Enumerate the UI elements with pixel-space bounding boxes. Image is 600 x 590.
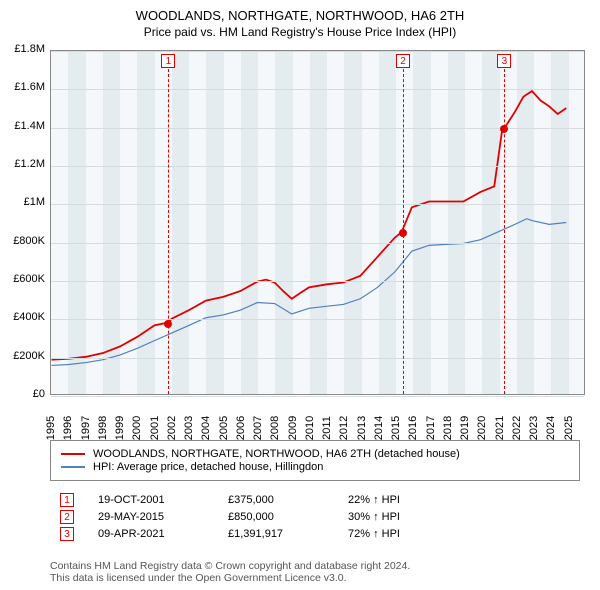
x-axis-label: 2004 (200, 413, 212, 443)
chart-container: WOODLANDS, NORTHGATE, NORTHWOOD, HA6 2TH… (0, 0, 600, 590)
x-axis-label: 2017 (425, 413, 437, 443)
y-axis-label: £1.8M (0, 43, 45, 55)
x-axis-label: 1997 (80, 413, 92, 443)
x-axis-label: 2006 (235, 413, 247, 443)
x-axis-label: 2024 (545, 413, 557, 443)
legend-row: WOODLANDS, NORTHGATE, NORTHWOOD, HA6 2TH… (61, 448, 569, 460)
x-axis-label: 2021 (494, 413, 506, 443)
x-axis-label: 2020 (476, 413, 488, 443)
y-axis-label: £200K (0, 350, 45, 362)
event-date: 19-OCT-2001 (98, 494, 228, 506)
y-axis-label: £1.6M (0, 81, 45, 93)
x-axis-label: 2018 (442, 413, 454, 443)
x-axis-label: 2022 (511, 413, 523, 443)
event-marker-box: 2 (60, 510, 74, 524)
x-axis-label: 2009 (287, 413, 299, 443)
x-axis-label: 2013 (356, 413, 368, 443)
legend-swatch (61, 453, 85, 455)
legend-row: HPI: Average price, detached house, Hill… (61, 461, 569, 473)
x-axis-label: 1998 (97, 413, 109, 443)
y-axis-label: £0 (0, 388, 45, 400)
series-line (52, 219, 567, 366)
x-axis-label: 2007 (252, 413, 264, 443)
event-date: 09-APR-2021 (98, 528, 228, 540)
footer-line-1: Contains HM Land Registry data © Crown c… (50, 560, 410, 572)
x-axis-label: 2023 (528, 413, 540, 443)
y-axis-label: £600K (0, 273, 45, 285)
y-axis-label: £1M (0, 196, 45, 208)
marker-box: 3 (497, 54, 511, 68)
legend-box: WOODLANDS, NORTHGATE, NORTHWOOD, HA6 2TH… (50, 440, 580, 481)
marker-box: 1 (161, 54, 175, 68)
x-axis-label: 2025 (563, 413, 575, 443)
x-axis-label: 2005 (218, 413, 230, 443)
x-axis-label: 2016 (407, 413, 419, 443)
x-axis-label: 2002 (166, 413, 178, 443)
event-date: 29-MAY-2015 (98, 511, 228, 523)
chart-subtitle: Price paid vs. HM Land Registry's House … (0, 23, 600, 39)
x-axis-label: 2010 (304, 413, 316, 443)
x-axis-label: 2000 (131, 413, 143, 443)
event-row: 1 19-OCT-2001£375,00022% ↑ HPI (50, 493, 580, 507)
event-price: £1,391,917 (228, 528, 348, 540)
y-axis-label: £400K (0, 311, 45, 323)
x-axis-label: 1995 (45, 413, 57, 443)
event-marker-box: 1 (60, 493, 74, 507)
legend-swatch (61, 466, 85, 468)
y-axis-label: £1.4M (0, 120, 45, 132)
event-row: 3 09-APR-2021£1,391,91772% ↑ HPI (50, 527, 580, 541)
events-table: 1 19-OCT-2001£375,00022% ↑ HPI 2 29-MAY-201… (50, 490, 580, 544)
event-delta: 30% ↑ HPI (348, 511, 400, 523)
x-axis-label: 2014 (373, 413, 385, 443)
event-price: £850,000 (228, 511, 348, 523)
x-axis-label: 2012 (338, 413, 350, 443)
x-axis-label: 2015 (390, 413, 402, 443)
x-axis-label: 2001 (149, 413, 161, 443)
x-axis-label: 1996 (62, 413, 74, 443)
x-axis-label: 2008 (269, 413, 281, 443)
event-row: 2 29-MAY-2015£850,00030% ↑ HPI (50, 510, 580, 524)
event-marker-box: 3 (60, 527, 74, 541)
chart-plot-area: 1995199619971998199920002001200220032004… (50, 50, 585, 395)
footer-text: Contains HM Land Registry data © Crown c… (50, 560, 410, 584)
marker-box: 2 (396, 54, 410, 68)
y-axis-label: £800K (0, 235, 45, 247)
legend-label: WOODLANDS, NORTHGATE, NORTHWOOD, HA6 2TH… (93, 448, 460, 460)
legend-label: HPI: Average price, detached house, Hill… (93, 461, 323, 473)
chart-title: WOODLANDS, NORTHGATE, NORTHWOOD, HA6 2TH (0, 0, 600, 23)
event-price: £375,000 (228, 494, 348, 506)
x-axis-label: 2011 (321, 413, 333, 443)
x-axis-label: 2019 (459, 413, 471, 443)
event-delta: 72% ↑ HPI (348, 528, 400, 540)
y-axis-label: £1.2M (0, 158, 45, 170)
x-axis-label: 1999 (114, 413, 126, 443)
x-axis-label: 2003 (183, 413, 195, 443)
event-delta: 22% ↑ HPI (348, 494, 400, 506)
footer-line-2: This data is licensed under the Open Gov… (50, 572, 410, 584)
